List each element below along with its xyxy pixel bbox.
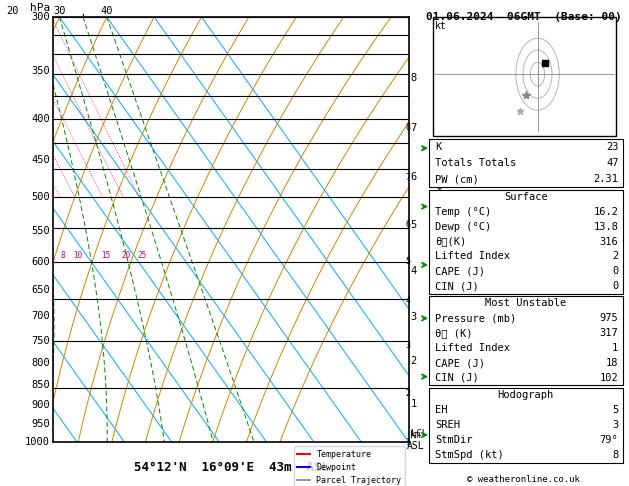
Text: Surface: Surface	[504, 192, 548, 202]
Text: 3: 3	[612, 420, 618, 430]
Text: 8: 8	[612, 450, 618, 460]
Text: km
ASL: km ASL	[407, 430, 425, 451]
Text: 5: 5	[612, 405, 618, 415]
Text: 13.8: 13.8	[594, 222, 618, 232]
Text: 300: 300	[31, 12, 50, 22]
Text: 47: 47	[606, 158, 618, 168]
Text: 20: 20	[121, 251, 131, 260]
Text: K: K	[435, 141, 442, 152]
Text: 900: 900	[31, 400, 50, 410]
Text: 800: 800	[31, 359, 50, 368]
Text: 16.2: 16.2	[594, 207, 618, 217]
Text: Hodograph: Hodograph	[498, 390, 554, 400]
Text: 850: 850	[31, 380, 50, 390]
Text: Temp (°C): Temp (°C)	[435, 207, 491, 217]
Text: SREH: SREH	[435, 420, 460, 430]
Text: 3: 3	[411, 312, 417, 322]
Text: 0: 0	[612, 266, 618, 276]
Text: 25: 25	[138, 251, 147, 260]
Text: 40: 40	[101, 6, 113, 17]
Text: 4: 4	[406, 296, 411, 305]
Text: 8: 8	[411, 73, 417, 84]
Text: CAPE (J): CAPE (J)	[435, 266, 485, 276]
Text: 975: 975	[599, 313, 618, 323]
Text: 30: 30	[53, 6, 65, 17]
Text: 2: 2	[411, 356, 417, 366]
Text: 54°12'N  16°09'E  43m  ASL: 54°12'N 16°09'E 43m ASL	[133, 461, 329, 474]
Text: CAPE (J): CAPE (J)	[435, 358, 485, 368]
Text: 3: 3	[406, 341, 411, 350]
Text: 2: 2	[406, 389, 411, 398]
Text: 450: 450	[31, 155, 50, 165]
Text: Lifted Index: Lifted Index	[435, 343, 510, 353]
Text: Most Unstable: Most Unstable	[485, 298, 566, 309]
Text: Totals Totals: Totals Totals	[435, 158, 516, 168]
Text: PW (cm): PW (cm)	[435, 174, 479, 184]
Text: 4: 4	[411, 266, 417, 276]
Text: 1000: 1000	[25, 437, 50, 447]
Text: 7: 7	[406, 173, 411, 182]
Text: 79°: 79°	[599, 435, 618, 445]
Text: 600: 600	[31, 257, 50, 267]
Text: 550: 550	[31, 226, 50, 236]
Text: CIN (J): CIN (J)	[435, 281, 479, 291]
Text: 500: 500	[31, 192, 50, 203]
Text: θᴇ (K): θᴇ (K)	[435, 328, 472, 338]
Text: hPa: hPa	[30, 3, 50, 13]
Text: CIN (J): CIN (J)	[435, 373, 479, 383]
Text: 0: 0	[612, 281, 618, 291]
Text: θᴇ(K): θᴇ(K)	[435, 237, 466, 246]
Text: 2: 2	[612, 251, 618, 261]
Text: 350: 350	[31, 67, 50, 76]
Text: EH: EH	[435, 405, 448, 415]
Text: 1: 1	[612, 343, 618, 353]
Text: 10: 10	[74, 251, 82, 260]
Text: 1: 1	[406, 438, 411, 447]
Text: 400: 400	[31, 114, 50, 123]
Text: 700: 700	[31, 311, 50, 321]
Text: 750: 750	[31, 336, 50, 346]
Text: Mixing Ratio (g/kg): Mixing Ratio (g/kg)	[436, 174, 446, 285]
Text: LCL: LCL	[411, 429, 426, 438]
Text: © weatheronline.co.uk: © weatheronline.co.uk	[467, 474, 580, 484]
Text: 317: 317	[599, 328, 618, 338]
Text: 102: 102	[599, 373, 618, 383]
Text: 2.31: 2.31	[594, 174, 618, 184]
Legend: Temperature, Dewpoint, Parcel Trajectory, Dry Adiabat, Wet Adiabat, Isotherm, Mi: Temperature, Dewpoint, Parcel Trajectory…	[294, 447, 404, 486]
Text: 20: 20	[6, 6, 18, 17]
Text: 316: 316	[599, 237, 618, 246]
Text: 6: 6	[411, 172, 417, 182]
Text: 23: 23	[606, 141, 618, 152]
Text: Lifted Index: Lifted Index	[435, 251, 510, 261]
Text: kt: kt	[435, 21, 447, 31]
Text: 5: 5	[406, 257, 411, 266]
Text: 7: 7	[411, 123, 417, 133]
Text: 650: 650	[31, 285, 50, 295]
Text: 01.06.2024  06GMT  (Base: 00): 01.06.2024 06GMT (Base: 00)	[426, 12, 621, 22]
Text: 18: 18	[606, 358, 618, 368]
Text: StmSpd (kt): StmSpd (kt)	[435, 450, 504, 460]
Text: 5: 5	[411, 220, 417, 230]
Text: 1: 1	[411, 399, 417, 409]
Text: 6: 6	[406, 220, 411, 229]
Text: Dewp (°C): Dewp (°C)	[435, 222, 491, 232]
Text: Pressure (mb): Pressure (mb)	[435, 313, 516, 323]
Text: 8: 8	[406, 123, 411, 132]
Text: 950: 950	[31, 419, 50, 429]
Text: 15: 15	[101, 251, 111, 260]
Text: StmDir: StmDir	[435, 435, 472, 445]
Text: 8: 8	[61, 251, 65, 260]
